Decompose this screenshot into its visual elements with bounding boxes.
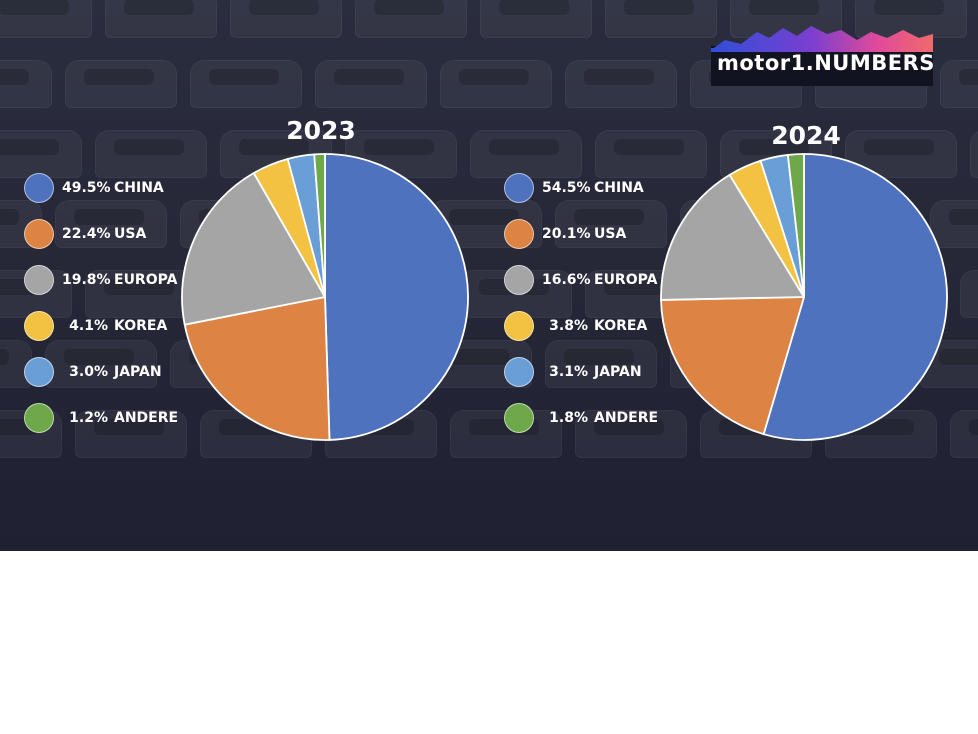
- infographic-panel: motor1.NUMBERS 2023 2024 49.5% CHINA 22.4%…: [0, 0, 978, 551]
- background-car: [0, 60, 52, 108]
- legend-item-usa: 20.1% USA: [504, 218, 626, 250]
- legend-percent: 1.2%: [69, 410, 108, 426]
- background-car: [190, 60, 302, 108]
- background-car: [85, 270, 197, 318]
- legend-label: EUROPA: [594, 272, 658, 288]
- background-car: [555, 200, 667, 248]
- background-car: [95, 130, 207, 178]
- legend-item-andere: 1.8% ANDERE: [504, 402, 658, 434]
- legend-label: KOREA: [594, 318, 648, 334]
- legend-swatch-korea: [504, 311, 534, 341]
- logo-mountain-graphic: [711, 26, 933, 86]
- background-car: [55, 200, 167, 248]
- pie-slice-2023-andere: [313, 153, 326, 298]
- legend-swatch-andere: [24, 403, 54, 433]
- legend-swatch-europa: [504, 265, 534, 295]
- background-car: [595, 130, 707, 178]
- background-car: [65, 60, 177, 108]
- legend-item-korea: 3.8% KOREA: [504, 310, 647, 342]
- pie-slice-2023-china: [324, 153, 469, 441]
- motor1-numbers-logo: motor1.NUMBERS: [711, 24, 935, 86]
- legend-item-europa: 16.6% EUROPA: [504, 264, 657, 296]
- legend-item-china: 54.5% CHINA: [504, 172, 644, 204]
- background-car: [855, 0, 967, 38]
- legend-swatch-andere: [504, 403, 534, 433]
- legend-percent: 54.5%: [542, 180, 591, 196]
- background-car: [470, 130, 582, 178]
- logo-text: motor1.NUMBERS: [717, 51, 935, 75]
- legend-percent: 20.1%: [542, 226, 591, 242]
- pie-charts-canvas: [181, 153, 948, 441]
- legend-label: ANDERE: [114, 410, 179, 426]
- legend-swatch-usa: [504, 219, 534, 249]
- background-car: [950, 410, 978, 458]
- legend-swatch-japan: [24, 357, 54, 387]
- legend-percent: 3.1%: [549, 364, 588, 380]
- legend-label: CHINA: [594, 180, 644, 196]
- background-car: [930, 200, 978, 248]
- legend-label: KOREA: [114, 318, 168, 334]
- legend-percent: 16.6%: [542, 272, 591, 288]
- legend-item-europa: 19.8% EUROPA: [24, 264, 177, 296]
- background-car: [940, 60, 978, 108]
- legend-label: JAPAN: [594, 364, 642, 380]
- legend-swatch-europa: [24, 265, 54, 295]
- background-car: [75, 410, 187, 458]
- pie-slice-2024-usa: [660, 296, 805, 436]
- legend-item-usa: 22.4% USA: [24, 218, 146, 250]
- background-car: [355, 0, 467, 38]
- pie-slice-2024-china: [762, 153, 948, 441]
- legend-percent: 49.5%: [62, 180, 111, 196]
- background-car: [575, 410, 687, 458]
- background-car: [45, 340, 157, 388]
- legend-swatch-china: [504, 173, 534, 203]
- legend-swatch-usa: [24, 219, 54, 249]
- background-car: [315, 60, 427, 108]
- legend-label: USA: [114, 226, 147, 242]
- pie-slice-2023-usa: [183, 296, 331, 441]
- legend-swatch-japan: [504, 357, 534, 387]
- legend-swatch-korea: [24, 311, 54, 341]
- legend-item-japan: 3.1% JAPAN: [504, 356, 642, 388]
- background-car: [0, 0, 92, 38]
- legend-label: USA: [594, 226, 627, 242]
- background-car: [230, 0, 342, 38]
- legend-label: JAPAN: [114, 364, 162, 380]
- pie-slice-2024-andere: [786, 153, 805, 298]
- background-car: [605, 0, 717, 38]
- background-car: [440, 60, 552, 108]
- background-car: [565, 60, 677, 108]
- legend-item-japan: 3.0% JAPAN: [24, 356, 162, 388]
- legend-percent: 3.8%: [549, 318, 588, 334]
- legend-percent: 1.8%: [549, 410, 588, 426]
- legend-item-china: 49.5% CHINA: [24, 172, 164, 204]
- background-car: [0, 130, 82, 178]
- background-car: [105, 0, 217, 38]
- legend-item-andere: 1.2% ANDERE: [24, 402, 178, 434]
- pie-slice-2023-europa: [181, 172, 326, 326]
- legend-swatch-china: [24, 173, 54, 203]
- background-car: [545, 340, 657, 388]
- chart-title-2024: 2024: [771, 121, 841, 150]
- background-car: [960, 270, 978, 318]
- legend-label: CHINA: [114, 180, 164, 196]
- chart-title-2023: 2023: [286, 116, 356, 145]
- legend-percent: 4.1%: [69, 318, 108, 334]
- background-car: [345, 130, 457, 178]
- pie-slice-2024-europa: [660, 173, 805, 301]
- legend-label: ANDERE: [594, 410, 659, 426]
- background-car: [480, 0, 592, 38]
- legend-item-korea: 4.1% KOREA: [24, 310, 167, 342]
- legend-percent: 19.8%: [62, 272, 111, 288]
- legend-percent: 22.4%: [62, 226, 111, 242]
- legend-label: EUROPA: [114, 272, 178, 288]
- legend-percent: 3.0%: [69, 364, 108, 380]
